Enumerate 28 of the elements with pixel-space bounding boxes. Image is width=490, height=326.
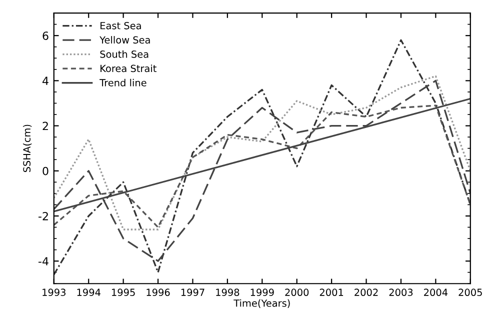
x-tick-label: 2001: [320, 288, 344, 296]
legend-label: Korea Strait: [100, 64, 156, 72]
x-tick-label: 1993: [42, 288, 66, 296]
x-tick-label: 2005: [458, 288, 482, 296]
x-tick-label: 2002: [354, 288, 378, 296]
x-tick-label: 1996: [146, 288, 170, 296]
x-tick-label: 1999: [250, 288, 274, 296]
y-axis-title: SSHA(cm): [23, 124, 32, 172]
y-tick-label: 2: [42, 122, 48, 130]
x-tick-label: 2000: [285, 288, 309, 296]
legend-label: Trend line: [100, 78, 146, 86]
x-axis-title: Time(Years): [234, 299, 290, 308]
y-tick-label: 6: [42, 32, 48, 40]
y-tick-label: -2: [38, 212, 48, 220]
y-tick-label: 0: [42, 166, 48, 176]
x-tick-label: 2004: [424, 288, 448, 296]
legend-label: South Sea: [100, 50, 148, 58]
y-tick-label: 4: [42, 76, 48, 85]
x-tick-label: 1997: [181, 288, 204, 296]
legend-label: East Sea: [100, 22, 141, 30]
y-tick-label: -4: [38, 257, 48, 266]
x-tick-label: 2003: [389, 288, 413, 296]
line-series: [54, 104, 470, 228]
line-series: [54, 75, 470, 230]
x-tick-label: 1994: [77, 288, 100, 296]
x-tick-label: 1998: [216, 288, 240, 296]
legend-label: Yellow Sea: [100, 36, 150, 44]
x-tick-label: 1995: [112, 288, 135, 296]
